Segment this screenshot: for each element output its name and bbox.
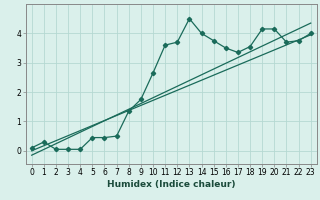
X-axis label: Humidex (Indice chaleur): Humidex (Indice chaleur) [107, 180, 236, 189]
